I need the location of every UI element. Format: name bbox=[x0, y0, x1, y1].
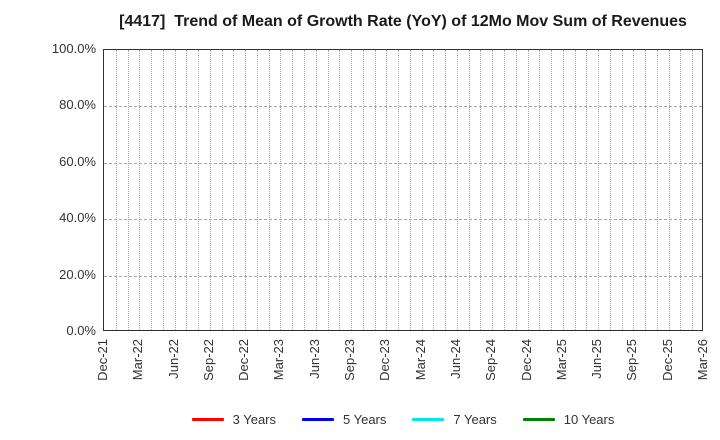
plot-area bbox=[103, 49, 703, 331]
v-gridline bbox=[386, 50, 388, 330]
v-gridline bbox=[456, 50, 458, 330]
y-tick-label: 20.0% bbox=[59, 266, 96, 282]
chart-legend: 3 Years 5 Years 7 Years 10 Years bbox=[103, 407, 703, 431]
v-gridline bbox=[445, 50, 447, 330]
legend-item: 10 Years bbox=[522, 411, 615, 427]
v-gridline bbox=[609, 50, 611, 330]
x-tick-label: Jun-24 bbox=[447, 339, 463, 379]
x-tick-label: Mar-25 bbox=[553, 339, 569, 381]
v-gridline bbox=[539, 50, 541, 330]
v-gridline bbox=[362, 50, 364, 330]
v-gridline bbox=[586, 50, 588, 330]
v-gridline bbox=[468, 50, 470, 330]
x-tick-label: Sep-24 bbox=[483, 339, 499, 381]
x-tick-label: Sep-23 bbox=[342, 339, 358, 381]
v-gridline bbox=[256, 50, 258, 330]
v-gridline bbox=[668, 50, 670, 330]
v-gridline bbox=[162, 50, 164, 330]
v-gridline bbox=[645, 50, 647, 330]
x-tick-label: Mar-26 bbox=[695, 339, 710, 381]
v-gridline bbox=[115, 50, 117, 330]
v-gridline bbox=[351, 50, 353, 330]
legend-item: 7 Years bbox=[412, 411, 497, 427]
x-tick-label: Sep-22 bbox=[200, 339, 216, 381]
h-gridline bbox=[104, 219, 702, 221]
v-gridline bbox=[327, 50, 329, 330]
v-gridline bbox=[221, 50, 223, 330]
v-gridline bbox=[574, 50, 576, 330]
v-gridline bbox=[186, 50, 188, 330]
v-gridline bbox=[151, 50, 153, 330]
x-tick-label: Sep-25 bbox=[624, 339, 640, 381]
v-gridline bbox=[198, 50, 200, 330]
v-gridline bbox=[633, 50, 635, 330]
v-gridline bbox=[656, 50, 658, 330]
legend-line-swatch bbox=[302, 417, 334, 421]
x-tick-label: Dec-24 bbox=[518, 339, 534, 381]
v-gridline bbox=[621, 50, 623, 330]
x-tick-label: Jun-22 bbox=[165, 339, 181, 379]
v-gridline bbox=[551, 50, 553, 330]
v-gridline bbox=[409, 50, 411, 330]
v-gridline bbox=[598, 50, 600, 330]
v-gridline bbox=[127, 50, 129, 330]
h-gridline bbox=[104, 162, 702, 164]
x-tick-label: Dec-23 bbox=[377, 339, 393, 381]
x-tick-label: Dec-25 bbox=[659, 339, 675, 381]
v-gridline bbox=[268, 50, 270, 330]
v-gridline bbox=[480, 50, 482, 330]
v-gridline bbox=[233, 50, 235, 330]
y-tick-label: 100.0% bbox=[51, 41, 96, 56]
v-gridline bbox=[174, 50, 176, 330]
v-gridline bbox=[680, 50, 682, 330]
v-gridline bbox=[527, 50, 529, 330]
h-gridline bbox=[104, 106, 702, 108]
x-tick-label: Mar-22 bbox=[130, 339, 146, 381]
x-tick-label: Jun-23 bbox=[306, 339, 322, 379]
v-gridline bbox=[692, 50, 694, 330]
v-gridline bbox=[374, 50, 376, 330]
h-gridline bbox=[104, 275, 702, 277]
legend-line-swatch bbox=[412, 417, 445, 421]
v-gridline bbox=[304, 50, 305, 330]
x-tick-label: Jun-25 bbox=[589, 339, 605, 379]
x-tick-label: Dec-22 bbox=[236, 339, 252, 381]
legend-label: 7 Years bbox=[453, 411, 497, 427]
v-gridline bbox=[492, 50, 494, 330]
v-gridline bbox=[562, 50, 564, 330]
v-gridline bbox=[515, 50, 517, 330]
legend-label: 3 Years bbox=[232, 411, 276, 427]
v-gridline bbox=[292, 50, 294, 330]
y-tick-label: 80.0% bbox=[59, 97, 96, 113]
v-gridline bbox=[245, 50, 247, 330]
v-gridline bbox=[315, 50, 317, 330]
legend-item: 5 Years bbox=[302, 412, 386, 427]
v-gridline bbox=[433, 50, 435, 330]
v-gridline bbox=[280, 50, 282, 330]
y-tick-label: 60.0% bbox=[59, 153, 96, 169]
y-tick-label: 0.0% bbox=[66, 323, 96, 338]
x-tick-label: Dec-21 bbox=[95, 339, 110, 381]
v-gridline bbox=[421, 50, 423, 330]
legend-label: 10 Years bbox=[563, 411, 615, 427]
legend-item: 3 Years bbox=[191, 411, 276, 427]
legend-line-swatch bbox=[191, 417, 224, 421]
legend-label: 5 Years bbox=[343, 411, 387, 427]
legend-line-swatch bbox=[522, 417, 555, 421]
x-tick-label: Mar-24 bbox=[412, 339, 428, 381]
v-gridline bbox=[398, 50, 400, 330]
chart-title: [4417] Trend of Mean of Growth Rate (YoY… bbox=[119, 13, 687, 30]
y-tick-label: 40.0% bbox=[59, 210, 96, 226]
v-gridline bbox=[504, 50, 505, 330]
x-tick-label: Mar-23 bbox=[271, 339, 287, 381]
v-gridline bbox=[209, 50, 211, 330]
v-gridline bbox=[139, 50, 141, 330]
v-gridline bbox=[339, 50, 341, 330]
